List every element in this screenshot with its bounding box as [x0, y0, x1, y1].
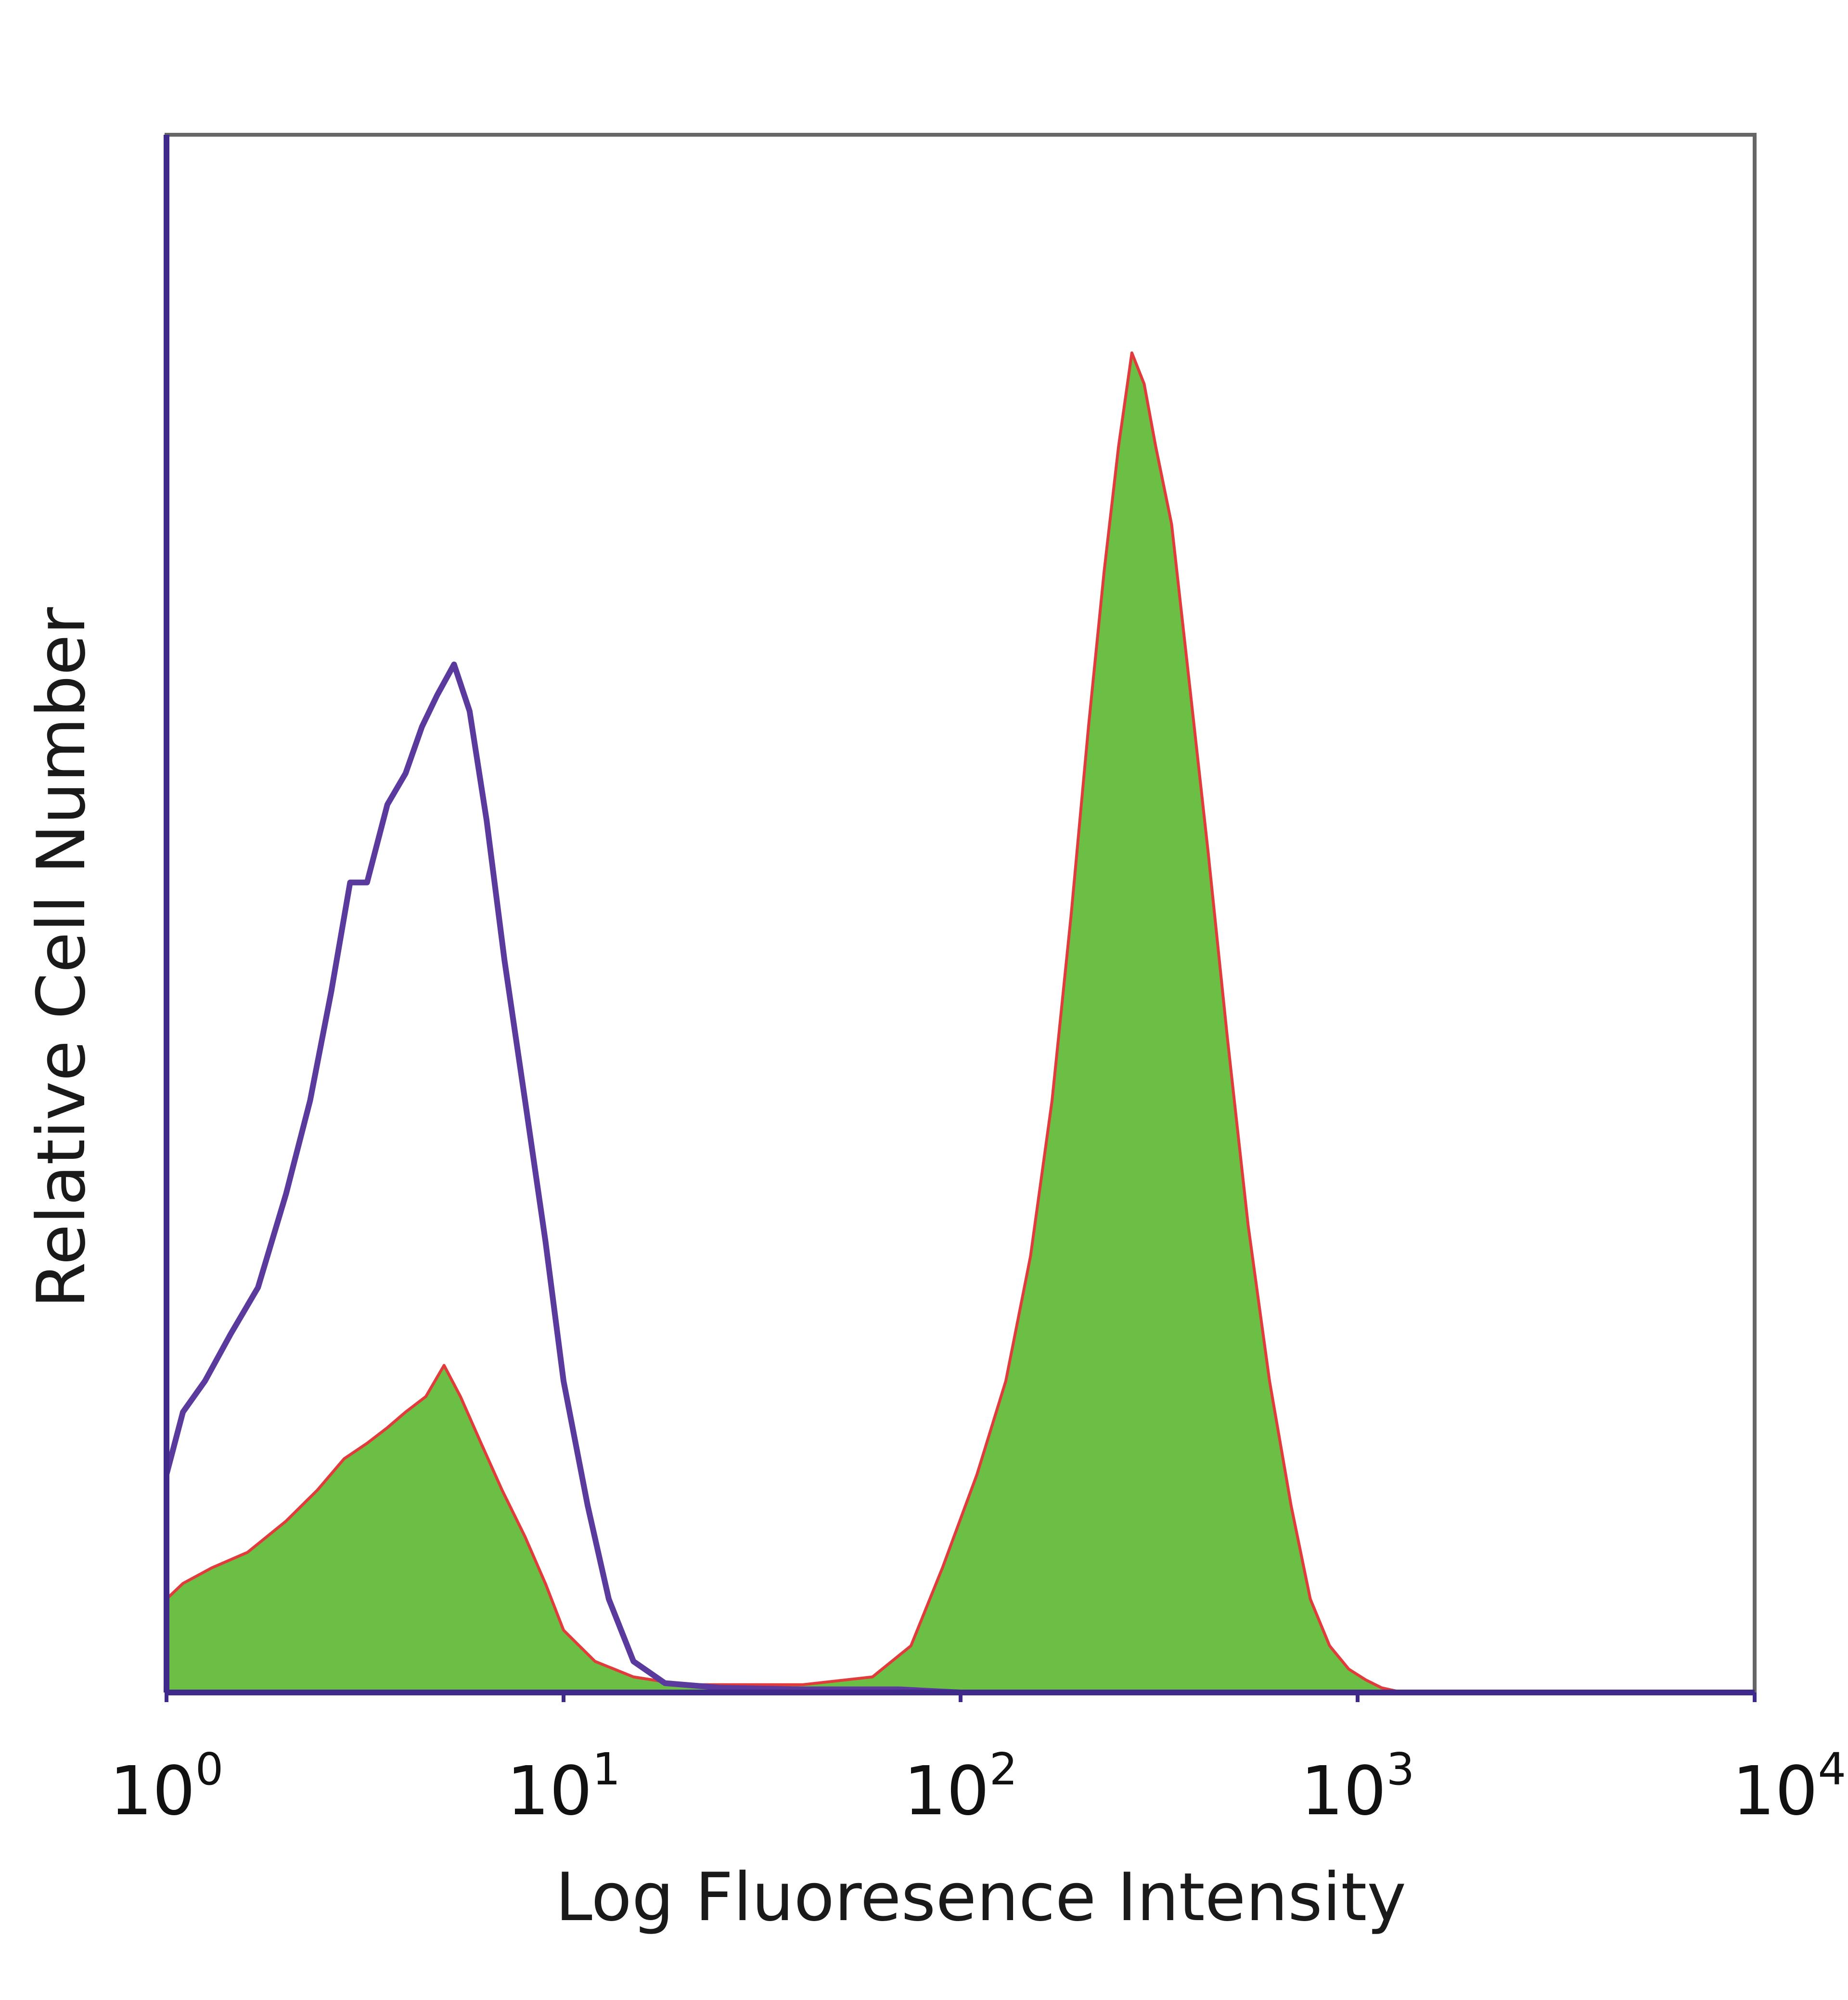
x-tick-exponent: 1 — [592, 1744, 621, 1795]
x-tick-base: 10 — [904, 1752, 989, 1831]
x-tick-label: 104 — [1732, 1744, 1846, 1831]
x-tick-exponent: 3 — [1386, 1744, 1415, 1795]
x-tick-label: 101 — [507, 1744, 621, 1831]
x-tick-base: 10 — [507, 1752, 592, 1831]
control-histogram-series — [164, 661, 1755, 1695]
stained-histogram-series — [165, 351, 1756, 1694]
x-tick-exponent: 0 — [195, 1744, 224, 1795]
x-tick-label: 103 — [1301, 1744, 1415, 1831]
x-tick-base: 10 — [110, 1752, 195, 1831]
x-tick-label: 102 — [904, 1744, 1018, 1831]
x-tick-base: 10 — [1301, 1752, 1386, 1831]
x-axis-title: Log Fluoresence Intensity — [555, 1859, 1406, 1936]
x-tick-base: 10 — [1732, 1752, 1818, 1831]
x-tick-labels: 100 101 102 103 104 — [110, 1692, 1846, 1831]
plot-area — [164, 351, 1756, 1695]
x-tick-exponent: 4 — [1818, 1744, 1846, 1795]
x-tick-label: 100 — [110, 1744, 224, 1831]
x-tick-exponent: 2 — [989, 1744, 1018, 1795]
y-axis-title: Relative Cell Number — [23, 607, 100, 1308]
